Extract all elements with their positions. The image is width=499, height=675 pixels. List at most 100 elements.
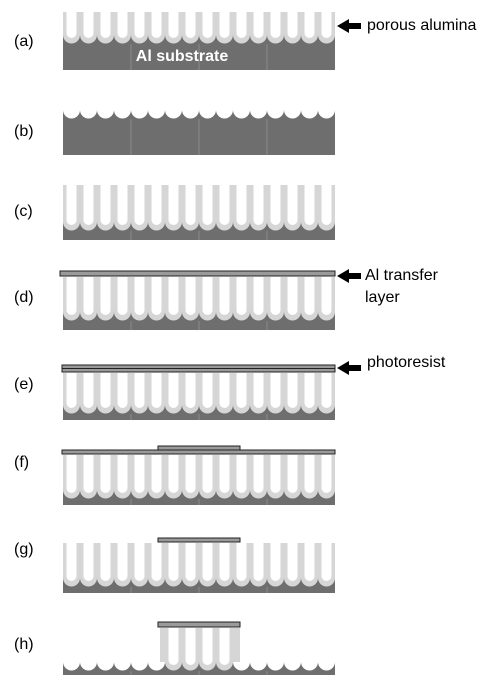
annotation: layer [365, 289, 400, 306]
arrow [337, 269, 361, 283]
pore [84, 185, 94, 225]
pore [220, 628, 230, 665]
pore [254, 455, 264, 493]
pore [288, 455, 298, 493]
pore [118, 185, 128, 225]
pore [101, 12, 111, 38]
pore [288, 373, 298, 408]
annotation: porous alumina [367, 17, 477, 34]
pore [152, 185, 162, 225]
pore [203, 185, 213, 225]
pore [152, 12, 162, 38]
pore [84, 373, 94, 408]
pore [271, 185, 281, 225]
pore [220, 12, 230, 38]
pore [288, 12, 298, 38]
pore [186, 277, 196, 315]
pore [305, 277, 315, 315]
pore [118, 277, 128, 315]
pore [203, 373, 213, 408]
pore [152, 455, 162, 493]
pore [305, 185, 315, 225]
pore [118, 455, 128, 493]
pore [322, 12, 332, 38]
pore [322, 373, 332, 408]
al-transfer-layer [62, 450, 335, 454]
substrate-label: Al substrate [136, 48, 229, 65]
pore [67, 185, 77, 225]
annotation: photoresist [367, 354, 446, 371]
pore [322, 185, 332, 225]
pore [101, 455, 111, 493]
pore [305, 455, 315, 493]
pore [169, 543, 179, 581]
pore [305, 12, 315, 38]
panel-label: (d) [14, 289, 34, 306]
pore [271, 455, 281, 493]
al-transfer-layer [60, 271, 335, 276]
pore [203, 12, 213, 38]
pore [135, 543, 145, 581]
pore [305, 373, 315, 408]
pore [203, 277, 213, 315]
panel-label: (h) [14, 636, 34, 653]
pore [152, 277, 162, 315]
pore [288, 543, 298, 581]
pore [237, 373, 247, 408]
pore [254, 543, 264, 581]
pore [220, 543, 230, 581]
pore [186, 543, 196, 581]
pore [237, 185, 247, 225]
pore [237, 277, 247, 315]
panel-label: (e) [14, 376, 34, 393]
pore [254, 277, 264, 315]
pore [237, 543, 247, 581]
pore [271, 373, 281, 408]
pore [169, 455, 179, 493]
pore [220, 277, 230, 315]
pore [169, 373, 179, 408]
pore [135, 373, 145, 408]
pore [67, 373, 77, 408]
photoresist-pattern [158, 538, 240, 542]
pore [203, 543, 213, 581]
layer-shapes [60, 12, 335, 675]
pore [254, 185, 264, 225]
pore [84, 12, 94, 38]
pore [288, 185, 298, 225]
pore [254, 373, 264, 408]
pore [135, 277, 145, 315]
pore [135, 12, 145, 38]
pore [322, 455, 332, 493]
photoresist-pattern [158, 622, 240, 627]
pore [186, 373, 196, 408]
pore [118, 543, 128, 581]
pore [84, 455, 94, 493]
pore [220, 373, 230, 408]
pore [271, 12, 281, 38]
pore [169, 185, 179, 225]
pore [186, 12, 196, 38]
pore [101, 277, 111, 315]
pore [220, 455, 230, 493]
pore [186, 628, 196, 665]
pore [271, 543, 281, 581]
pore [186, 185, 196, 225]
pore [84, 277, 94, 315]
pore [169, 12, 179, 38]
pore [322, 543, 332, 581]
pore [135, 455, 145, 493]
pore [67, 543, 77, 581]
panel-label: (f) [14, 454, 29, 471]
pore [101, 373, 111, 408]
pore [203, 455, 213, 493]
pore [271, 277, 281, 315]
arrow [337, 361, 361, 375]
panel-label: (b) [14, 123, 34, 140]
pore [169, 277, 179, 315]
pore [84, 543, 94, 581]
pore [186, 455, 196, 493]
pore [101, 185, 111, 225]
annotation: Al transfer [365, 267, 439, 284]
pore [169, 628, 179, 665]
